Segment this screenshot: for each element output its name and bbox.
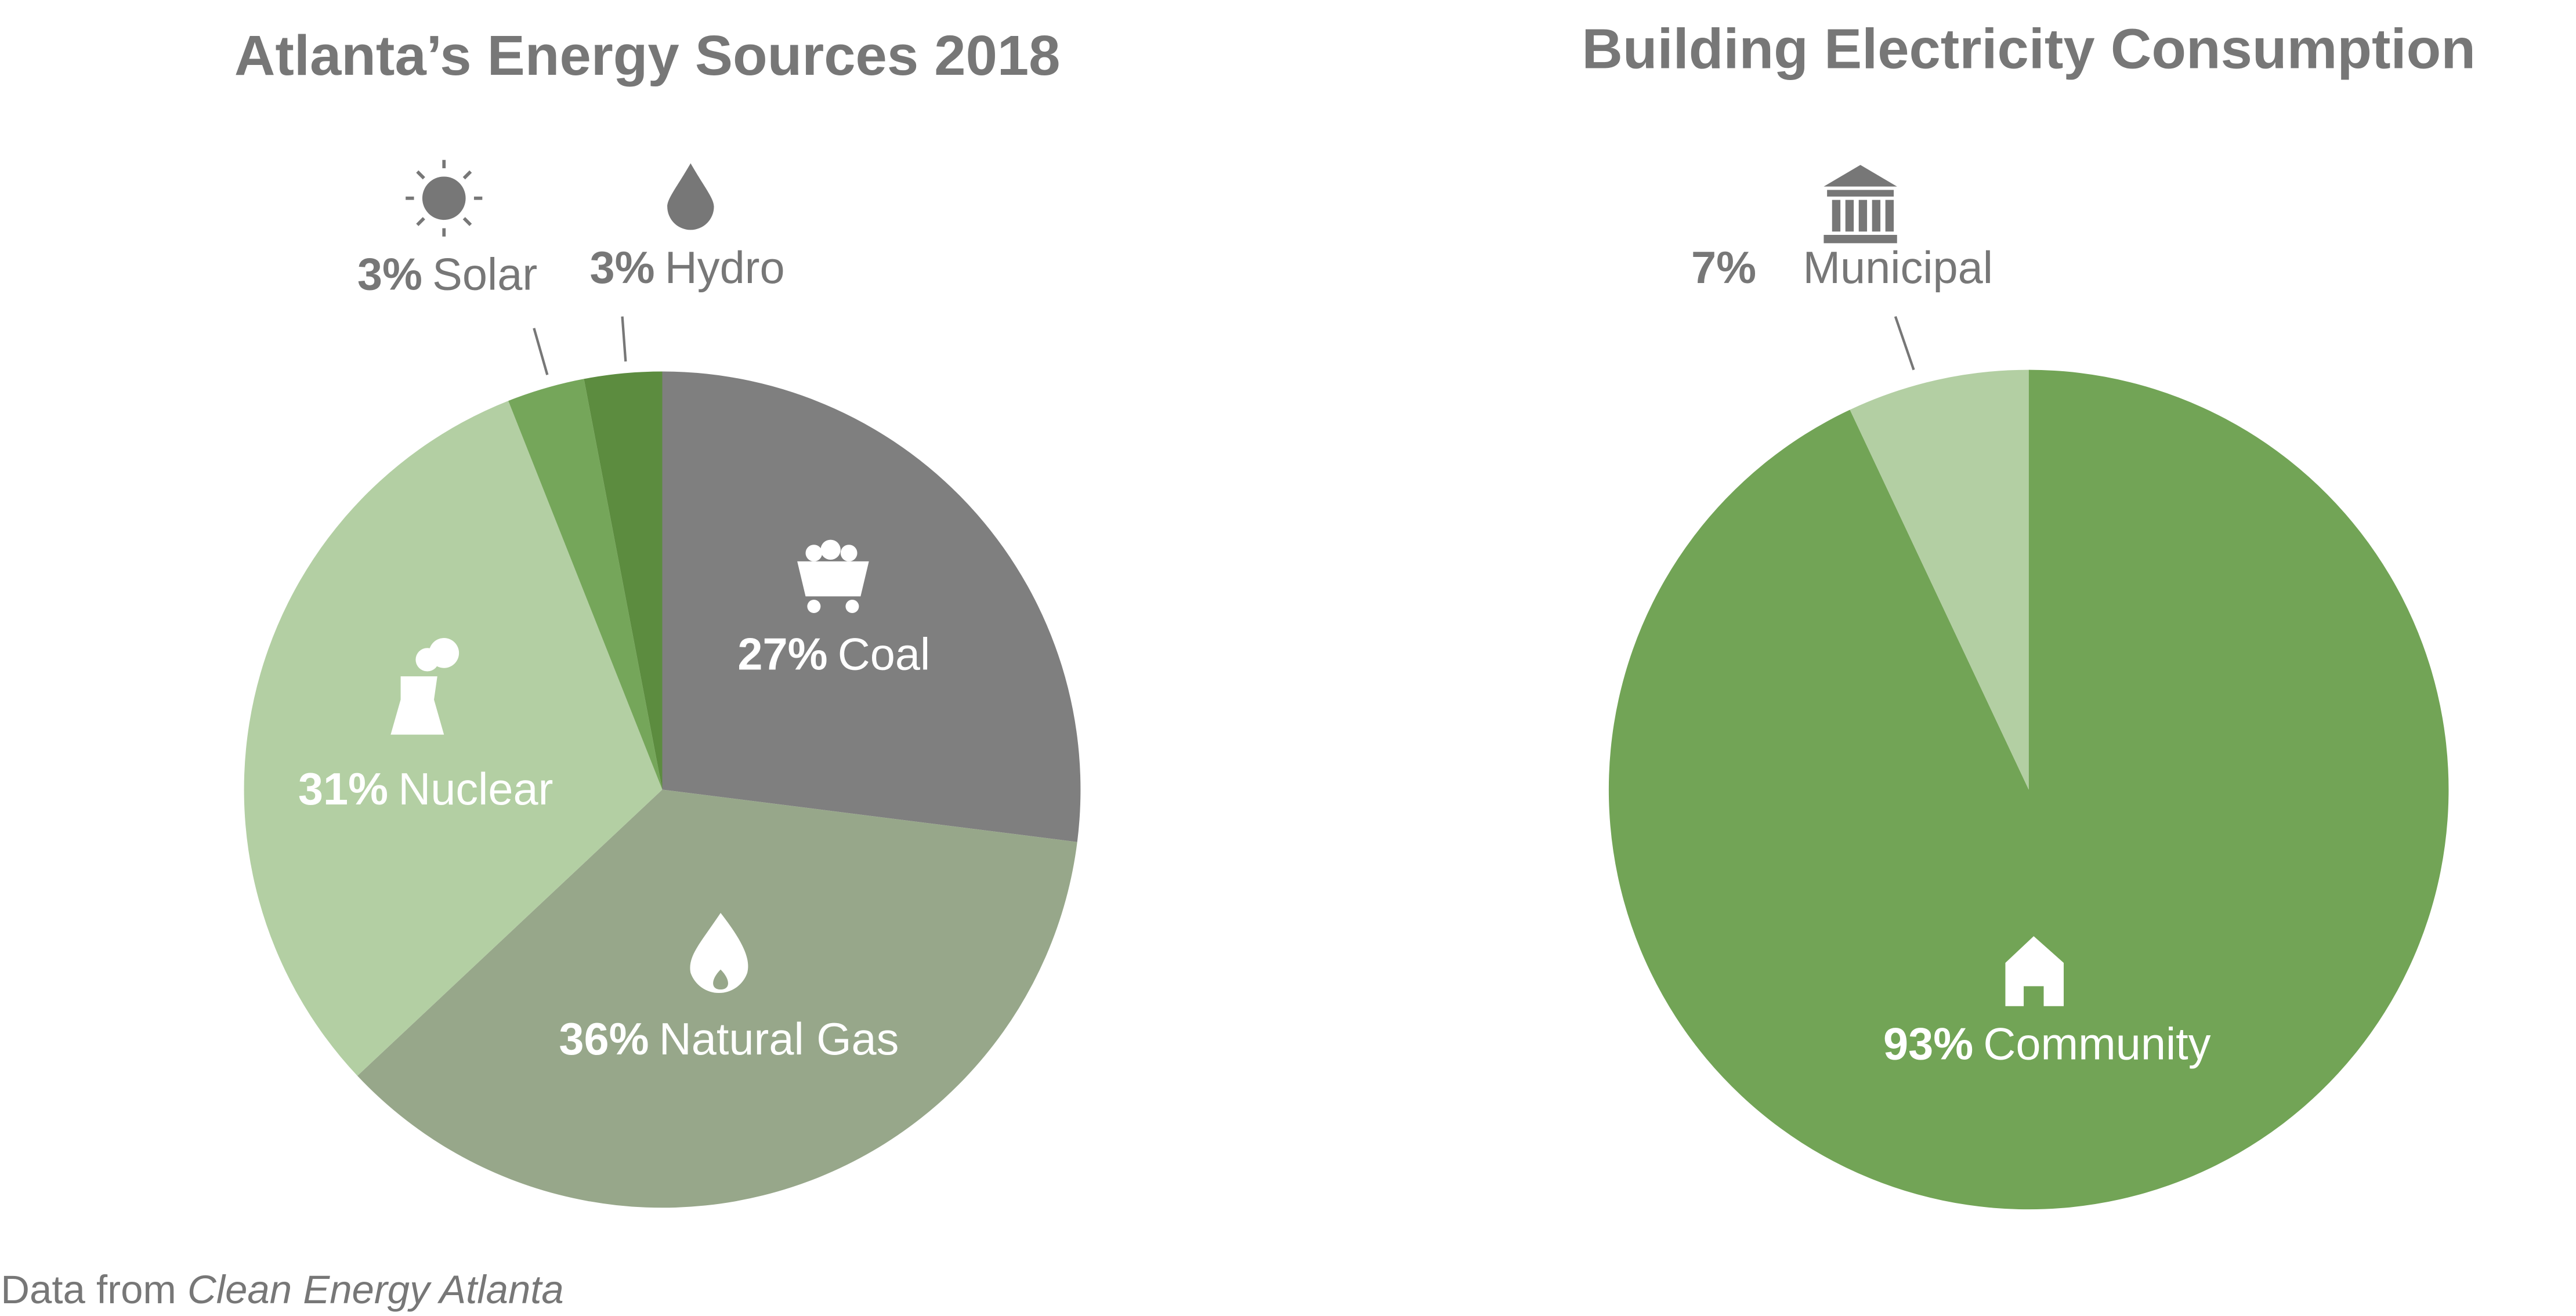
pie-slice (1850, 369, 2029, 790)
slice-label: 7% Municipal (1691, 244, 1993, 293)
sun-icon (406, 159, 483, 237)
pie-slice (244, 401, 663, 1076)
gas-icon (690, 912, 748, 994)
source-note: Data from Clean Energy Atlanta (1, 1267, 564, 1312)
pie-slice (662, 371, 1081, 842)
chart-title: Building Electricity Consumption (1582, 17, 2476, 81)
value-label: 27% (737, 630, 827, 680)
pie-slice (508, 379, 663, 790)
slice-label: 27% Coal (737, 630, 930, 680)
pie-slice (584, 371, 663, 790)
chart-title: Atlanta’s Energy Sources 2018 (234, 24, 1061, 87)
category-label: Municipal (1803, 244, 1993, 293)
leader-line (621, 316, 627, 362)
slice-label: 3% Solar (357, 250, 537, 300)
slice-label: 93% Community (1883, 1020, 2211, 1070)
pie-slice (1608, 369, 2449, 1210)
value-label: 93% (1883, 1020, 1973, 1070)
slice-label: 36% Natural Gas (559, 1014, 899, 1064)
nuclear-icon (390, 638, 460, 735)
value-label: 7% (1691, 244, 1756, 293)
category-label: Coal (838, 630, 930, 680)
drop-icon (667, 163, 714, 230)
source-prefix: Data from (1, 1267, 176, 1312)
coal-icon (797, 539, 869, 613)
value-label: 3% (590, 244, 655, 293)
source-name: Clean Energy Atlanta (187, 1267, 564, 1312)
value-label: 3% (357, 250, 422, 300)
category-label: Natural Gas (659, 1014, 899, 1064)
leader-line (1894, 316, 1915, 371)
category-label: Nuclear (398, 765, 553, 815)
category-label: Solar (432, 250, 537, 300)
slice-label: 3% Hydro (590, 244, 785, 293)
category-label: Community (1983, 1020, 2210, 1070)
home-icon (2005, 936, 2064, 1006)
pie-slice (357, 789, 1077, 1208)
municipal-icon (1824, 165, 1897, 244)
slice-label: 31% Nuclear (298, 765, 553, 815)
value-label: 31% (298, 765, 388, 815)
leader-line (533, 328, 549, 375)
category-label: Hydro (665, 244, 785, 293)
value-label: 36% (559, 1014, 649, 1064)
